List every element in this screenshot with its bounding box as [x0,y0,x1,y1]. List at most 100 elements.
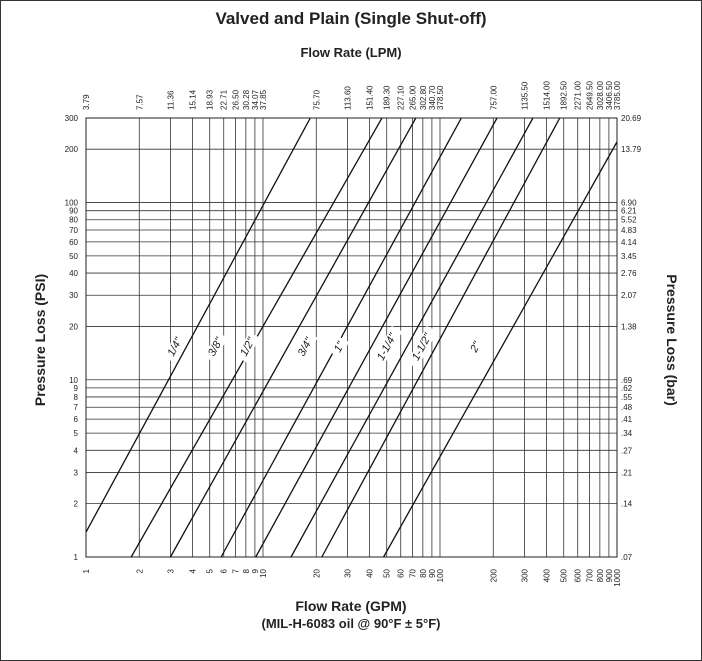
x-tick-label: 3 [166,568,175,573]
x-tick-label: 4 [189,568,198,573]
y-tick-label: 7 [74,403,79,412]
x-tick-label: 30 [343,568,352,577]
x-tick-labels: 1 2 3 4 5 6 7 8 9 10 20 30 40 50 60 70 80 90 100 200 300 400 5… [82,568,622,586]
x-tick-label: 50 [383,568,392,577]
x-axis-label: Flow Rate (GPM) [295,598,406,614]
y-tick-label: 6 [74,415,79,424]
series-label-bg [235,331,260,363]
chart-title: Valved and Plain (Single Shut-off) [215,9,486,28]
top-tick-label: 757.00 [489,85,498,110]
grid-lines [85,117,618,558]
y-tick-label: 2 [74,500,79,509]
top-tick-label: 11.36 [166,90,175,110]
top-tick-label: 3.79 [82,94,91,110]
x-tick-label: 800 [596,568,605,582]
right-tick-label: .55 [621,393,633,402]
y-tick-label: 80 [69,216,78,225]
right-tick-label: .34 [621,429,633,438]
right-tick-label: 13.79 [621,145,642,154]
right-tick-label: .69 [621,376,633,385]
top-tick-label: 2271.00 [574,81,583,110]
top-tick-label: 151.40 [366,85,375,110]
y-tick-label: 10 [69,376,78,385]
right-tick-label: .62 [621,384,633,393]
y-tick-label: 9 [74,384,79,393]
series-line-1-1-4 [290,117,534,558]
x-tick-label: 1 [82,568,91,573]
right-tick-label: .14 [621,500,633,509]
x-tick-label: 60 [397,568,406,577]
y-tick-label: 1 [74,553,79,562]
series-labels: 1/4" 3/8" 1/2" 3/4" 1" 1-1/4" 1-1/2" 2" [163,325,486,369]
x-tick-label: 7 [232,568,241,573]
y-tick-label: 200 [65,145,79,154]
series-line-2 [383,141,618,558]
x-tick-label: 400 [543,568,552,582]
plot-border [85,117,618,558]
top-tick-label: 227.10 [397,85,406,110]
x-tick-label: 300 [520,568,529,582]
series-line-1-4 [85,117,311,533]
y-tick-label: 60 [69,238,78,247]
x-tick-label: 8 [242,568,251,573]
x-tick-label: 6 [220,568,229,573]
y-tick-label: 70 [69,226,78,235]
right-tick-label: .41 [621,415,633,424]
y-axis-label-right: Pressure Loss (bar) [664,274,680,406]
top-tick-label: 113.60 [343,86,352,110]
y-tick-label: 300 [65,114,79,123]
x-tick-label: 900 [605,568,614,582]
right-tick-label: 2.07 [621,291,637,300]
series-label-bg [329,336,350,358]
top-tick-label: 30.28 [242,89,251,110]
y-tick-label: 20 [69,322,78,331]
top-tick-label: 189.30 [383,85,392,110]
right-tick-label: .48 [621,403,633,412]
y-tick-label: 5 [74,429,79,438]
top-tick-label: 22.71 [220,89,229,110]
series-label-bg [371,325,403,369]
right-tick-label: 1.38 [621,322,637,331]
y-axis-label-left: Pressure Loss (PSI) [32,274,48,406]
top-tick-label: 302.80 [419,85,428,110]
y-tick-label: 30 [69,291,78,300]
right-tick-label: 20.69 [621,114,642,123]
x-tick-label: 2 [135,568,144,573]
series-line-1-2 [169,117,417,558]
series-label-bg [406,325,438,369]
top-tick-label: 2649.50 [586,81,595,110]
top-tick-labels: 3.79 7.57 11.36 15.14 18.93 22.71 26.50 30.28 34… [82,81,622,110]
y-tick-label: 8 [74,393,79,402]
x-tick-label: 1000 [613,568,622,586]
y-tick-label: 50 [69,252,78,261]
top-tick-label: 7.57 [135,94,144,110]
top-tick-label: 265.00 [409,85,418,110]
top-tick-label: 3406.50 [605,81,614,110]
x-tick-label: 40 [366,568,375,577]
x-tick-label: 200 [489,568,498,582]
right-tick-label: 2.76 [621,269,637,278]
series-label-bg [203,331,228,363]
right-tick-label: 4.14 [621,238,637,247]
series-label-bg [293,331,318,363]
x-tick-label: 90 [428,568,437,577]
x-tick-label: 700 [586,568,595,582]
top-tick-label: 378.50 [436,85,445,110]
top-tick-label: 75.70 [312,89,321,110]
x-tick-label: 5 [206,568,215,573]
top-tick-label: 3785.00 [613,81,622,110]
x-tick-label: 9 [251,568,260,573]
top-tick-label: 15.14 [189,89,198,110]
right-tick-label: .21 [621,468,633,477]
top-tick-label: 3028.00 [596,81,605,110]
right-tick-label: 4.83 [621,226,637,235]
top-tick-label: 340.70 [428,85,437,110]
top-tick-label: 1514.00 [543,81,552,110]
y-tick-label: 3 [74,468,79,477]
y-tick-label: 40 [69,269,78,278]
series-line-3-4 [220,117,462,558]
y-tick-label: 4 [74,446,79,455]
